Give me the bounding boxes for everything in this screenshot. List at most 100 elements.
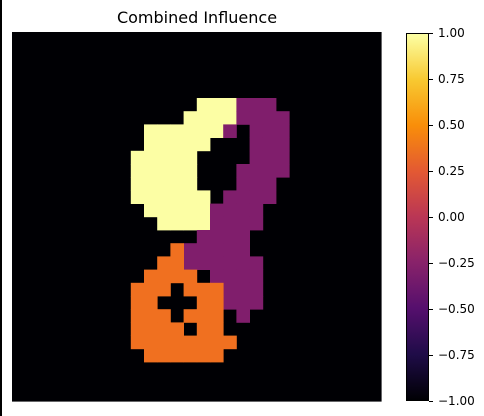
heatmap-cell [249, 98, 264, 112]
heatmap-cell [223, 124, 237, 138]
heatmap-cell [130, 282, 145, 297]
heatmap-cell [157, 137, 171, 152]
colorbar-gradient [407, 34, 428, 400]
colorbar-tick [429, 171, 433, 172]
heatmap-cell [249, 150, 264, 165]
figure-left-border [0, 0, 2, 416]
heatmap-cell [144, 124, 158, 138]
heatmap-cell [183, 216, 198, 231]
heatmap-cell [170, 137, 184, 152]
heatmap-cell [144, 137, 158, 152]
heatmap-cell [170, 177, 184, 191]
heatmap-cell [210, 124, 224, 138]
heatmap-cell [183, 137, 198, 152]
heatmap-cell [210, 98, 224, 112]
heatmap-cell [183, 150, 198, 165]
heatmap-cell [276, 137, 290, 152]
heatmap-cell [196, 203, 211, 218]
colorbar-tick-label: 1.00 [438, 26, 465, 40]
heatmap-cell [262, 177, 277, 191]
heatmap-cell [196, 296, 211, 310]
heatmap-cell [157, 216, 171, 231]
heatmap-cell [223, 190, 237, 204]
heatmap-cell [223, 230, 237, 244]
heatmap-cell [223, 335, 237, 350]
colorbar-tick-label: 0.50 [438, 118, 465, 132]
heatmap-cell [170, 335, 184, 350]
heatmap-cell [249, 124, 264, 138]
heatmap-cell [196, 98, 211, 112]
colorbar-tick-label: 0.75 [438, 72, 465, 86]
colorbar-tick [429, 401, 433, 402]
heatmap-cell [210, 296, 224, 310]
colorbar-tick [429, 309, 433, 310]
heatmap-cell [236, 282, 250, 297]
heatmap-cell [262, 124, 277, 138]
heatmap-cell [157, 203, 171, 218]
heatmap-cell [183, 282, 198, 297]
heatmap-cell [236, 256, 250, 270]
heatmap-cell [249, 216, 264, 231]
heatmap-cell [170, 203, 184, 218]
heatmap-cell [144, 269, 158, 284]
heatmap-cell [236, 243, 250, 257]
heatmap-cell [144, 322, 158, 336]
heatmap-cell [249, 269, 264, 284]
heatmap-cell [183, 269, 198, 284]
heatmap-cell [170, 243, 184, 257]
heatmap-cell [249, 177, 264, 191]
heatmap-cell [170, 322, 184, 336]
chart-title: Combined Influence [116, 8, 278, 27]
colorbar-tick [429, 79, 433, 80]
heatmap-cell [249, 111, 264, 125]
heatmap-cell [210, 335, 224, 350]
heatmap-cell [249, 296, 264, 310]
heatmap-cell [210, 203, 224, 218]
heatmap-cell [170, 256, 184, 270]
heatmap-cell [236, 230, 250, 244]
heatmap-cell [170, 269, 184, 284]
heatmap-cell [210, 243, 224, 257]
heatmap-cell [196, 190, 211, 204]
colorbar-tick [429, 33, 433, 34]
heatmap-cell [196, 216, 211, 231]
heatmap-cell [157, 190, 171, 204]
heatmap-cell [130, 164, 145, 178]
heatmap-cell [144, 190, 158, 204]
heatmap-cell [236, 296, 250, 310]
heatmap-cell [183, 203, 198, 218]
heatmap-cell [276, 150, 290, 165]
heatmap-cell [210, 269, 224, 284]
heatmap-cell [157, 150, 171, 165]
heatmap-cell [144, 177, 158, 191]
heatmap-cell [249, 164, 264, 178]
heatmap-cell [196, 111, 211, 125]
heatmap-cell [170, 348, 184, 363]
colorbar-frame [406, 33, 429, 401]
heatmap-cell [236, 190, 250, 204]
colorbar-tick [429, 125, 433, 126]
heatmap-cell [236, 269, 250, 284]
heatmap-cell [130, 177, 145, 191]
heatmap-cell [144, 150, 158, 165]
heatmap-cell [210, 216, 224, 231]
heatmap-cell [144, 203, 158, 218]
heatmap-cell [196, 322, 211, 336]
heatmap-cell [262, 190, 277, 204]
heatmap-cell [196, 243, 211, 257]
heatmap-cell [223, 203, 237, 218]
colorbar-tick [429, 217, 433, 218]
heatmap-cell [210, 309, 224, 323]
heatmap-cell [157, 309, 171, 323]
heatmap-cell [196, 282, 211, 297]
heatmap-cell [249, 282, 264, 297]
colorbar-tick-label: −0.75 [438, 348, 475, 362]
heatmap-cell [170, 216, 184, 231]
heatmap-cell [157, 282, 171, 297]
colorbar-tick-label: −0.25 [438, 256, 475, 270]
heatmap-cell [144, 296, 158, 310]
heatmap-cell [144, 282, 158, 297]
heatmap-cell [249, 256, 264, 270]
heatmap-cell [262, 111, 277, 125]
heatmap-cell [183, 243, 198, 257]
